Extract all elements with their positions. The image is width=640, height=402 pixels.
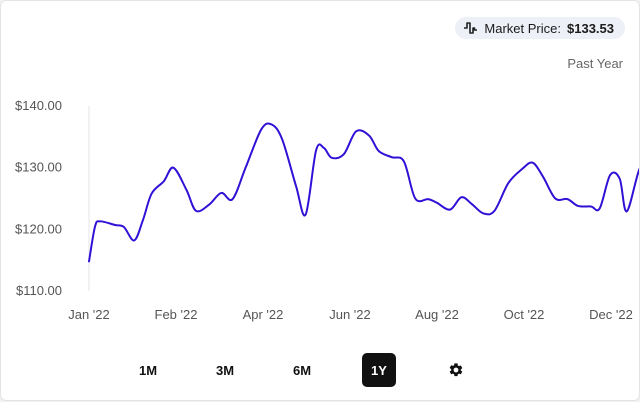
market-price-label: Market Price: — [484, 20, 561, 36]
x-tick-label: Aug '22 — [415, 307, 459, 322]
price-series-line — [88, 122, 639, 263]
x-tick-label: Dec '22 — [589, 307, 633, 322]
timeframe-controls: 1M 3M 6M 1Y — [131, 353, 473, 387]
market-price-value: $133.53 — [567, 20, 614, 36]
y-tick-label: $130.00 — [15, 160, 62, 175]
y-tick-label: $120.00 — [15, 221, 62, 236]
settings-button[interactable] — [439, 353, 473, 387]
gear-icon — [449, 363, 463, 377]
x-tick-label: Apr '22 — [243, 307, 284, 322]
pulse-icon — [464, 22, 478, 34]
price-line-chart: $110.00 $120.00 $130.00 $140.00 Jan '22 Feb '… — [15, 98, 639, 322]
x-tick-label: Jun '22 — [329, 307, 371, 322]
market-price-badge: Market Price: $133.53 — [455, 17, 625, 39]
x-tick-label: Oct '22 — [504, 307, 545, 322]
timeframe-3m-button[interactable]: 3M — [215, 362, 235, 378]
y-tick-label: $110.00 — [16, 283, 62, 298]
timeframe-1m-button[interactable]: 1M — [138, 362, 158, 378]
range-label: Past Year — [567, 56, 623, 71]
y-tick-label: $140.00 — [15, 98, 62, 113]
timeframe-1y-button[interactable]: 1Y — [362, 353, 396, 387]
x-tick-label: Feb '22 — [155, 307, 198, 322]
timeframe-6m-button[interactable]: 6M — [292, 362, 312, 378]
x-tick-label: Jan '22 — [68, 307, 110, 322]
